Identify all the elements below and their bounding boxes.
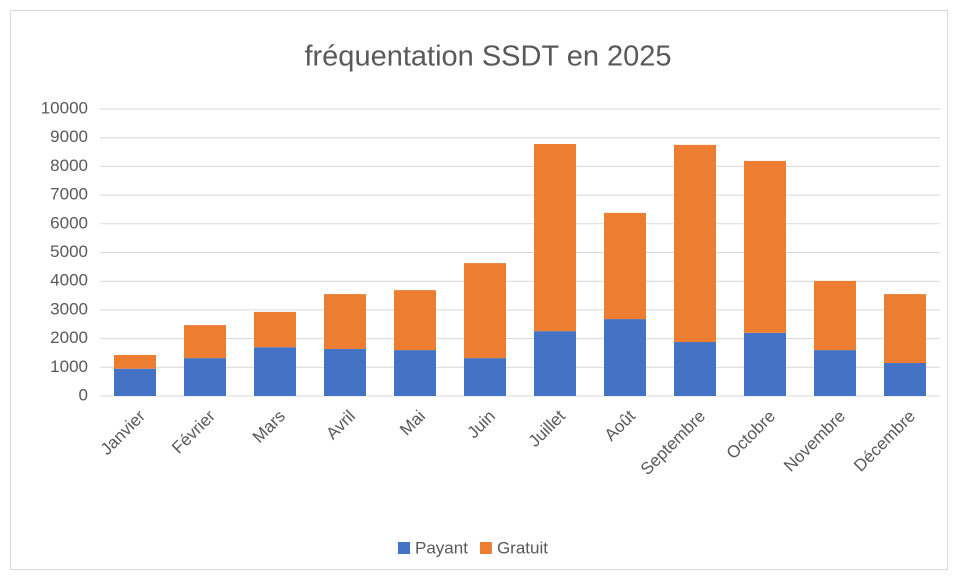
bar-segment	[674, 144, 716, 343]
bar-segment	[674, 342, 716, 396]
legend-label: Gratuit	[497, 538, 548, 557]
y-tick-label: 8000	[50, 156, 88, 175]
y-tick-label: 5000	[50, 242, 88, 261]
bar-segment	[744, 332, 786, 396]
bar-segment	[254, 311, 296, 348]
bar-segment	[254, 347, 296, 396]
y-tick-label: 2000	[50, 328, 88, 347]
bar-segment	[184, 358, 226, 396]
y-tick-label: 4000	[50, 271, 88, 290]
bar-segment	[884, 362, 926, 396]
legend-swatch	[398, 542, 410, 554]
bar-segment	[394, 350, 436, 396]
legend-label: Payant	[415, 538, 468, 557]
bar-segment	[464, 358, 506, 396]
bar-segment	[604, 319, 646, 396]
bar-segment	[394, 290, 436, 351]
bar-segment	[114, 354, 156, 369]
bar-segment	[814, 350, 856, 396]
bar-segment	[814, 280, 856, 351]
y-tick-label: 9000	[50, 127, 88, 146]
bar-segment	[464, 263, 506, 359]
bar-segment	[534, 144, 576, 332]
y-tick-label: 1000	[50, 357, 88, 376]
y-tick-label: 0	[79, 385, 88, 404]
bar-segment	[324, 348, 366, 396]
bar-segment	[114, 368, 156, 396]
y-tick-label: 10000	[41, 98, 88, 117]
y-tick-label: 7000	[50, 185, 88, 204]
bar-segment	[184, 325, 226, 359]
bar-segment	[884, 294, 926, 363]
bar-segment	[744, 160, 786, 333]
chart-title: fréquentation SSDT en 2025	[304, 41, 671, 73]
y-tick-label: 6000	[50, 213, 88, 232]
bar-segment	[534, 331, 576, 396]
bar-segment	[324, 294, 366, 349]
legend-swatch	[479, 542, 492, 554]
y-tick-label: 3000	[50, 299, 88, 318]
bar-segment	[604, 212, 646, 320]
